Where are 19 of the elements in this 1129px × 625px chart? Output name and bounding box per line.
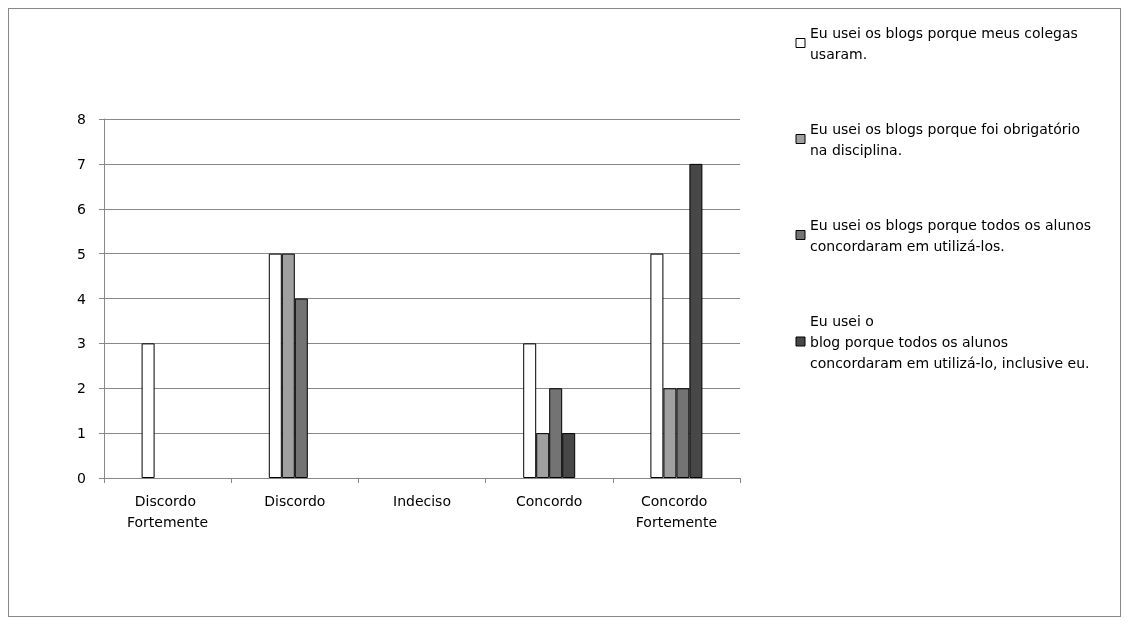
bar bbox=[141, 343, 155, 478]
legend-label: Eu usei os blogs porque todos os alunos concordaram em utilizá-los. bbox=[810, 216, 1096, 254]
x-tick-label: Discordo Fortemente bbox=[126, 492, 209, 530]
legend-label: Eu usei o blog porque todos os alunos concordaram em utilizá-lo, inclusive eu. bbox=[810, 312, 1090, 371]
y-tick-label: 5 bbox=[77, 245, 86, 262]
x-tick-label: Concordo Fortemente bbox=[635, 492, 718, 530]
y-tick-label: 3 bbox=[77, 335, 86, 352]
y-tick-label: 7 bbox=[77, 155, 86, 172]
legend-label: Eu usei os blogs porque meus colegas usaram. bbox=[810, 24, 1083, 62]
y-tick-label: 6 bbox=[77, 200, 87, 217]
x-tick-label: Concordo bbox=[515, 492, 583, 509]
y-tick-label: 0 bbox=[77, 470, 86, 486]
y-tick-label: 8 bbox=[77, 111, 86, 127]
legend-label: Eu usei os blogs porque foi obrigatório na disciplina. bbox=[810, 120, 1085, 158]
y-tick-label: 2 bbox=[77, 380, 86, 397]
y-tick-label: 4 bbox=[77, 290, 87, 307]
x-tick-label: Discordo bbox=[264, 492, 326, 509]
y-tick-label: 1 bbox=[77, 425, 86, 442]
x-tick-label: Indeciso bbox=[393, 492, 451, 509]
